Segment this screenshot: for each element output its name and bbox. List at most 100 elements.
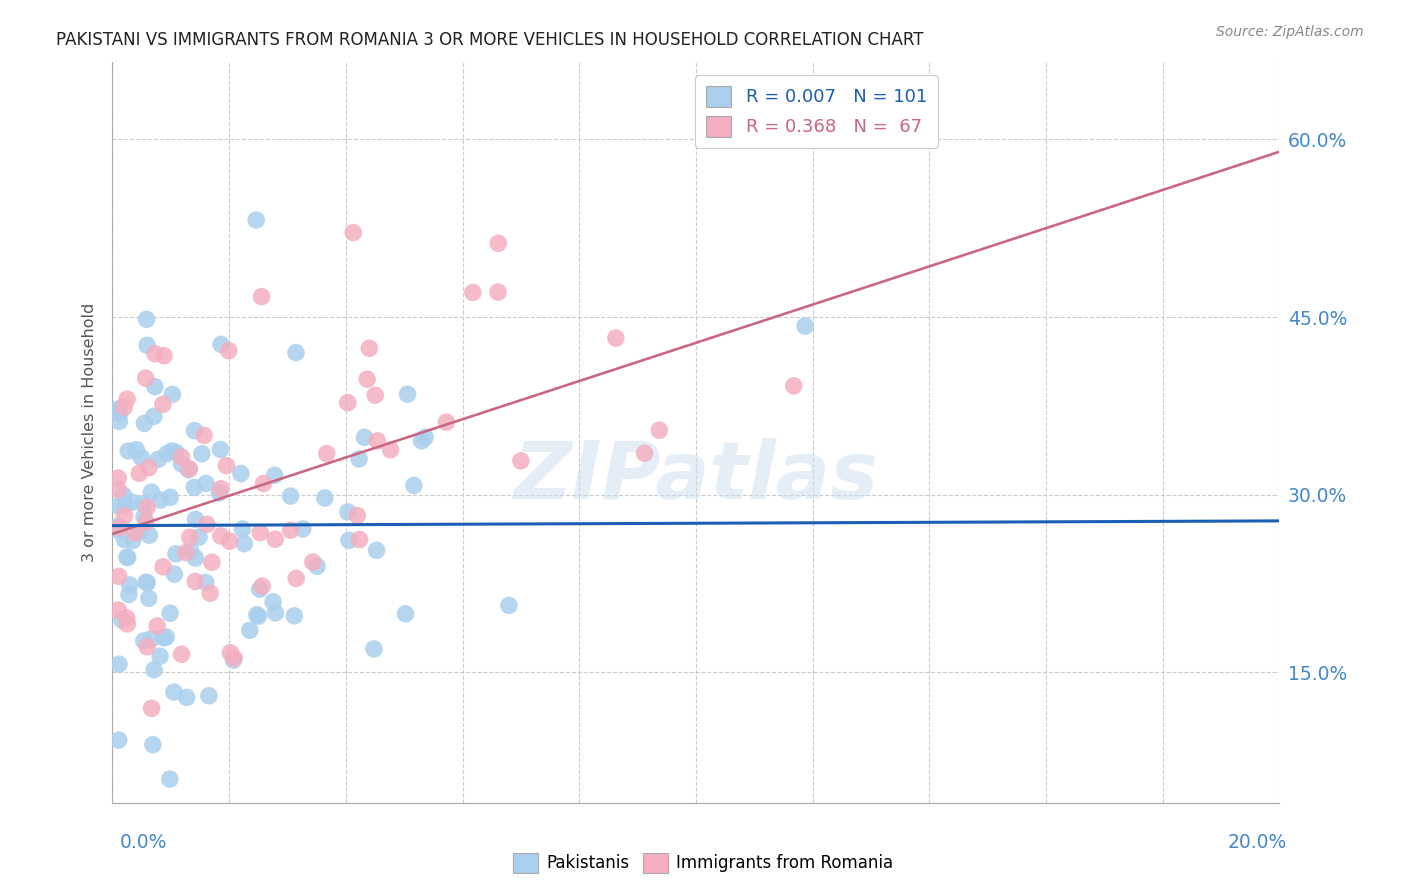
Point — [107, 603, 129, 617]
Point — [152, 397, 174, 411]
Point — [198, 689, 221, 703]
Point — [342, 226, 364, 240]
Point — [291, 522, 314, 536]
Point — [285, 345, 308, 359]
Point — [252, 476, 274, 491]
Point — [118, 578, 141, 592]
Point — [135, 312, 157, 326]
Text: Source: ZipAtlas.com: Source: ZipAtlas.com — [1216, 25, 1364, 39]
Point — [179, 530, 201, 544]
Point — [346, 508, 368, 523]
Point — [280, 523, 302, 537]
Point — [263, 468, 285, 483]
Point — [337, 533, 360, 548]
Point — [356, 372, 378, 386]
Point — [509, 454, 531, 468]
Point — [162, 387, 184, 401]
Point — [247, 609, 270, 624]
Point — [336, 505, 359, 519]
Legend: Pakistanis, Immigrants from Romania: Pakistanis, Immigrants from Romania — [506, 847, 900, 880]
Point — [794, 319, 817, 334]
Point — [115, 611, 138, 625]
Point — [179, 462, 201, 476]
Point — [219, 646, 242, 660]
Point — [115, 550, 138, 565]
Point — [121, 495, 143, 509]
Point — [183, 480, 205, 494]
Point — [222, 653, 245, 667]
Point — [314, 491, 336, 505]
Point — [136, 500, 159, 515]
Point — [117, 617, 139, 632]
Point — [111, 613, 134, 627]
Point — [149, 649, 172, 664]
Point — [434, 415, 457, 429]
Point — [264, 533, 287, 547]
Point — [107, 733, 129, 747]
Point — [209, 337, 232, 351]
Point — [143, 380, 166, 394]
Point — [215, 458, 238, 473]
Point — [411, 434, 433, 448]
Point — [135, 515, 157, 529]
Text: ZIPatlas: ZIPatlas — [513, 438, 879, 516]
Point — [107, 471, 129, 485]
Point — [142, 409, 165, 424]
Point — [198, 586, 221, 600]
Point — [233, 536, 256, 550]
Point — [155, 630, 177, 644]
Point — [160, 444, 183, 458]
Point — [231, 522, 253, 536]
Point — [209, 529, 232, 543]
Point — [461, 285, 484, 300]
Point — [132, 634, 155, 648]
Point — [336, 395, 359, 409]
Point — [112, 533, 135, 547]
Point — [108, 407, 131, 421]
Point — [156, 447, 179, 461]
Point — [107, 402, 129, 417]
Point — [177, 463, 200, 477]
Point — [239, 624, 262, 638]
Point — [142, 738, 165, 752]
Point — [184, 551, 207, 566]
Point — [380, 442, 402, 457]
Point — [170, 647, 193, 661]
Point — [159, 772, 181, 786]
Point — [108, 520, 131, 534]
Point — [315, 447, 337, 461]
Point — [112, 400, 135, 414]
Point — [394, 607, 416, 621]
Point — [141, 485, 163, 500]
Point — [131, 450, 153, 465]
Point — [117, 550, 139, 565]
Point — [128, 524, 150, 539]
Point — [132, 509, 155, 524]
Point — [128, 467, 150, 481]
Point — [194, 575, 217, 590]
Point — [402, 478, 425, 492]
Point — [132, 497, 155, 511]
Point — [112, 488, 135, 502]
Point — [194, 476, 217, 491]
Point — [633, 446, 655, 460]
Point — [135, 371, 157, 385]
Point — [283, 608, 305, 623]
Point — [107, 404, 129, 418]
Point — [170, 450, 193, 464]
Point — [201, 555, 224, 569]
Point — [209, 442, 232, 457]
Text: 20.0%: 20.0% — [1227, 833, 1286, 853]
Point — [195, 517, 218, 532]
Point — [107, 519, 129, 533]
Point — [193, 428, 215, 442]
Point — [148, 452, 170, 467]
Point — [165, 445, 187, 459]
Point — [486, 285, 509, 299]
Point — [648, 423, 671, 437]
Point — [245, 213, 267, 227]
Point — [366, 543, 388, 558]
Point — [783, 379, 806, 393]
Point — [246, 607, 269, 622]
Point — [118, 587, 141, 601]
